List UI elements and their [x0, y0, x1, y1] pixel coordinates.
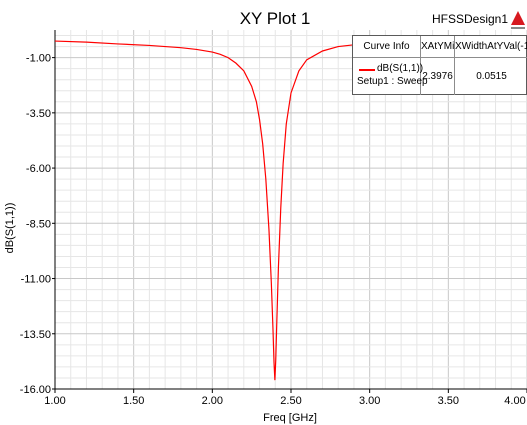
legend-curve-name: dB(S(1,1)) — [377, 63, 424, 74]
legend-value-width-at-yval: 0.0515 — [476, 71, 507, 82]
legend-header-x-at-ymin: XAtYMin — [421, 36, 455, 58]
x-tick-label: 4.00 — [504, 395, 525, 407]
x-tick-label: 3.50 — [438, 395, 459, 407]
y-axis-label: dB(S(1,1)) — [4, 203, 16, 254]
x-axis-label: Freq [GHz] — [263, 412, 317, 424]
y-tick-label: -3.50 — [26, 108, 51, 120]
ansoft-logo-icon — [511, 11, 525, 29]
y-tick-label: -16.00 — [20, 384, 51, 396]
design-name: HFSSDesign1 — [432, 12, 509, 26]
legend-cell-curve — [353, 58, 421, 95]
legend-header-width-at-yval: XWidthAtYVal(-10) — [455, 36, 527, 58]
x-tick-label: 3.00 — [359, 395, 380, 407]
y-tick-label: -11.00 — [21, 274, 51, 286]
tick-labels: 1.00 1.50 2.00 2.50 3.00 3.50 4.00 -1.00 -3.50 -6… — [20, 53, 526, 407]
legend-value-x-at-ymin: 2.3976 — [421, 58, 455, 95]
legend: Curve Info XAtYMin XWidthAtYVal(-10) dB(… — [352, 35, 527, 95]
legend-setup-label: Setup1 : Sweep — [357, 76, 428, 87]
x-tick-label: 1.50 — [123, 395, 144, 407]
x-tick-label: 2.50 — [280, 395, 301, 407]
legend-swatch — [359, 69, 375, 71]
y-tick-label: -8.50 — [26, 218, 51, 230]
grid — [54, 30, 527, 390]
legend-header-curve-info: Curve Info — [353, 36, 421, 58]
y-tick-label: -1.00 — [26, 53, 51, 65]
axes — [52, 30, 527, 393]
series-line-s11 — [54, 40, 527, 381]
x-tick-label: 1.00 — [44, 395, 65, 407]
plot-title: XY Plot 1 — [239, 9, 311, 28]
y-tick-label: -13.50 — [20, 329, 51, 341]
y-tick-label: -6.00 — [26, 163, 51, 175]
series-layer — [54, 40, 527, 381]
x-tick-label: 2.00 — [202, 395, 223, 407]
